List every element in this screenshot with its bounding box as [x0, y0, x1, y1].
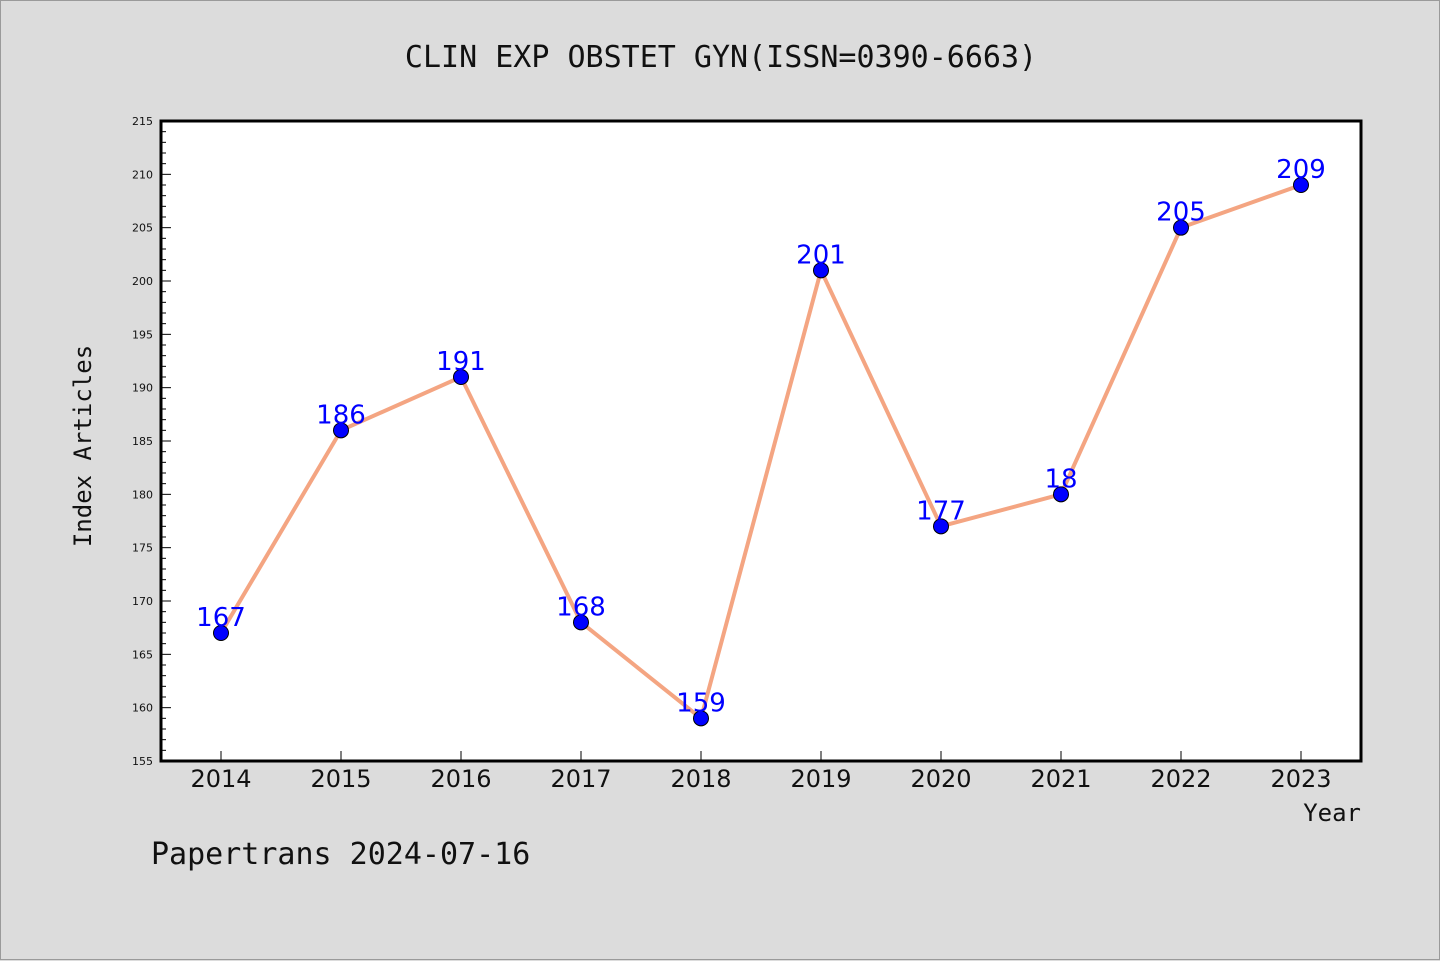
data-point: [813, 262, 829, 279]
data-point: [333, 422, 349, 439]
data-point: [933, 518, 949, 535]
data-label: 205: [1156, 198, 1206, 228]
data-point: [1053, 486, 1069, 503]
y-tick-label: 200: [132, 275, 153, 288]
y-tick-label: 170: [132, 595, 153, 608]
data-label: 168: [556, 592, 606, 622]
x-tick-label: 2021: [1030, 765, 1091, 793]
y-tick-label: 190: [132, 382, 153, 395]
x-tick-label: 2014: [190, 765, 251, 793]
series-layer: 167 186 191 168 159 201 177 18 205 209: [196, 155, 1326, 727]
x-axis: 2014 2015 2016 2017 2018 2019 2020 2021 2022 2023: [190, 751, 1332, 793]
x-tick-label: 2019: [790, 765, 851, 793]
y-axis: 155 160 165 170 175 180 185 190 195 200 205 210 215: [132, 115, 171, 768]
y-tick-label: 215: [132, 115, 153, 128]
data-label: 209: [1276, 155, 1326, 185]
data-label: 201: [796, 240, 846, 270]
data-point: [1293, 177, 1309, 193]
y-tick-label: 210: [132, 168, 153, 181]
data-point: [693, 710, 709, 727]
y-tick-label: 195: [132, 328, 153, 341]
data-point: [213, 625, 229, 641]
y-tick-label: 185: [132, 435, 153, 448]
data-label: 159: [676, 688, 726, 718]
x-tick-label: 2016: [430, 765, 491, 793]
x-tick-label: 2017: [550, 765, 611, 793]
x-tick-label: 2020: [910, 765, 971, 793]
data-label: 18: [1044, 464, 1077, 494]
y-tick-label: 175: [132, 542, 153, 555]
x-tick-label: 2015: [310, 765, 371, 793]
x-axis-title: Year: [1303, 799, 1361, 827]
footer-credit: Papertrans 2024-07-16: [151, 837, 530, 872]
y-tick-label: 165: [132, 648, 153, 661]
data-label: 167: [196, 603, 246, 633]
x-tick-label: 2022: [1150, 765, 1211, 793]
y-tick-label: 155: [132, 755, 153, 768]
x-tick-label: 2018: [670, 765, 731, 793]
data-point: [573, 614, 589, 631]
y-axis-title: Index Articles: [69, 345, 97, 547]
data-label: 177: [916, 496, 966, 526]
series-line: [219, 183, 1302, 721]
plot-area: [159, 119, 1363, 763]
data-point: [1173, 219, 1189, 236]
x-tick-label: 2023: [1270, 765, 1331, 793]
y-tick-label: 180: [132, 488, 153, 501]
y-tick-label: 205: [132, 222, 153, 235]
chart-title: CLIN EXP OBSTET GYN(ISSN=0390-6663): [405, 40, 1037, 75]
data-point: [453, 369, 469, 385]
data-label: 191: [436, 347, 486, 377]
data-label: 186: [316, 400, 366, 430]
y-tick-label: 160: [132, 702, 153, 715]
